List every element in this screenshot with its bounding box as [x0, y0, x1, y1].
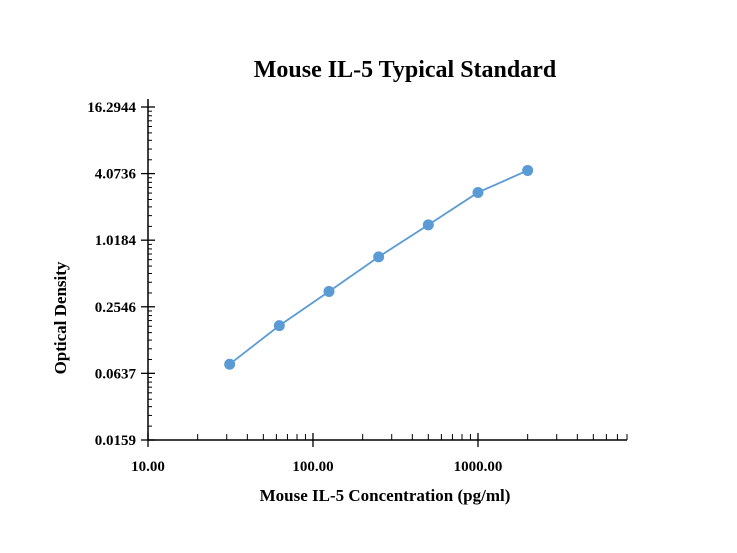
y-tick-label: 1.0184 [95, 233, 137, 249]
y-tick-label: 0.0159 [95, 433, 136, 449]
data-point [323, 285, 335, 297]
data-point [422, 219, 434, 231]
x-tick-label: 1000.00 [454, 459, 503, 475]
data-point [373, 251, 385, 263]
x-tick-label: 10.00 [131, 459, 165, 475]
plot-area [224, 164, 534, 370]
x-tick-label: 100.00 [292, 459, 333, 475]
data-point [273, 320, 285, 332]
x-axis-label: Mouse IL-5 Concentration (pg/ml) [260, 486, 511, 505]
data-point [522, 164, 534, 176]
y-tick-label: 16.2944 [87, 100, 136, 116]
data-point [224, 358, 236, 370]
x-axis-ticks: 10.00 100.00 1000.00 [131, 433, 628, 475]
y-tick-label: 0.2546 [95, 300, 137, 316]
data-point [472, 186, 484, 198]
y-axis-label: Optical Density [51, 261, 70, 374]
y-axis-ticks: 0.0159 0.0637 0.2546 1.0184 4.0736 16.2944 [87, 100, 155, 449]
chart-title: Mouse IL-5 Typical Standard [254, 57, 557, 83]
y-tick-label: 4.0736 [95, 167, 137, 183]
axes: 0.0159 0.0637 0.2546 1.0184 4.0736 16.2944 10… [87, 99, 628, 475]
series-line [229, 169, 529, 365]
y-tick-label: 0.0637 [95, 366, 137, 382]
